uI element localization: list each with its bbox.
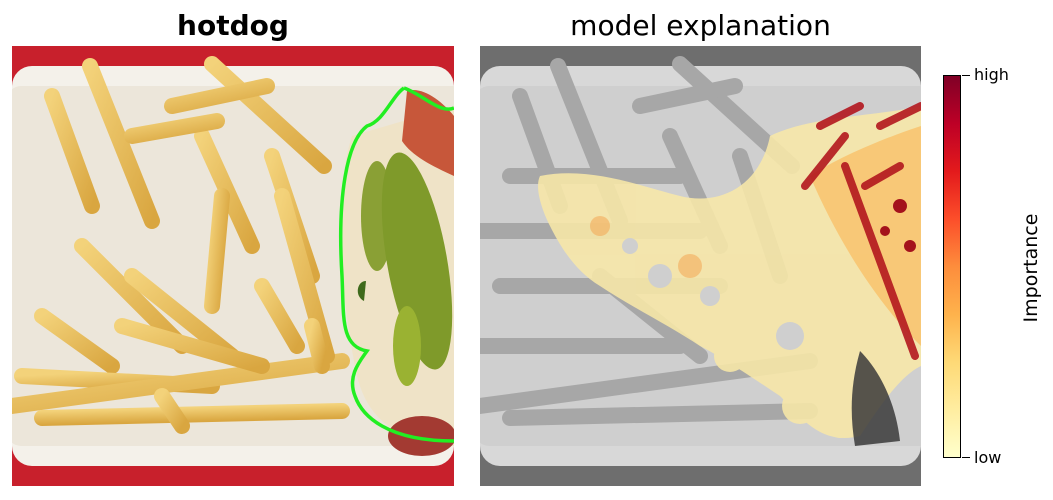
colorbar-low-label: low — [974, 448, 1002, 467]
importance-colorbar — [943, 75, 961, 458]
right-panel-title: model explanation — [570, 9, 831, 42]
hotdog-photo-panel — [12, 46, 454, 486]
colorbar-tick-low — [962, 457, 970, 458]
fries-and-hotdog-photo-icon — [12, 46, 454, 486]
colorbar-tick-high — [962, 75, 970, 76]
left-panel-title: hotdog — [177, 9, 289, 42]
colorbar-axis-label: Importance — [1020, 213, 1042, 323]
importance-heatmap-overlay-icon — [480, 46, 921, 486]
colorbar-high-label: high — [974, 65, 1009, 84]
explanation-panel — [480, 46, 921, 486]
